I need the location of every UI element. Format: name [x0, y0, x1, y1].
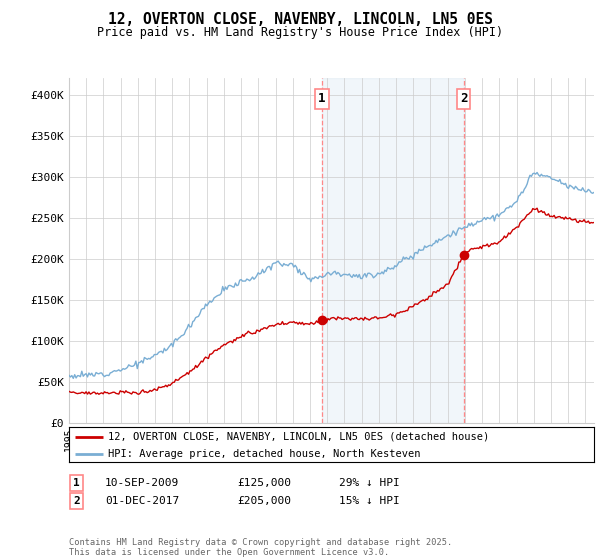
Text: Contains HM Land Registry data © Crown copyright and database right 2025.
This d: Contains HM Land Registry data © Crown c… — [69, 538, 452, 557]
Text: 2: 2 — [460, 92, 467, 105]
Text: 10-SEP-2009: 10-SEP-2009 — [105, 478, 179, 488]
Text: HPI: Average price, detached house, North Kesteven: HPI: Average price, detached house, Nort… — [109, 449, 421, 459]
Bar — [322, 78, 464, 423]
Text: £125,000: £125,000 — [237, 478, 291, 488]
Text: 1: 1 — [73, 478, 80, 488]
Text: 12, OVERTON CLOSE, NAVENBY, LINCOLN, LN5 0ES: 12, OVERTON CLOSE, NAVENBY, LINCOLN, LN5… — [107, 12, 493, 27]
Text: 1: 1 — [318, 92, 326, 105]
Text: 12, OVERTON CLOSE, NAVENBY, LINCOLN, LN5 0ES (detached house): 12, OVERTON CLOSE, NAVENBY, LINCOLN, LN5… — [109, 432, 490, 442]
Text: 29% ↓ HPI: 29% ↓ HPI — [339, 478, 400, 488]
Text: Price paid vs. HM Land Registry's House Price Index (HPI): Price paid vs. HM Land Registry's House … — [97, 26, 503, 39]
Text: 01-DEC-2017: 01-DEC-2017 — [105, 496, 179, 506]
Text: 2: 2 — [73, 496, 80, 506]
Text: 15% ↓ HPI: 15% ↓ HPI — [339, 496, 400, 506]
Text: £205,000: £205,000 — [237, 496, 291, 506]
